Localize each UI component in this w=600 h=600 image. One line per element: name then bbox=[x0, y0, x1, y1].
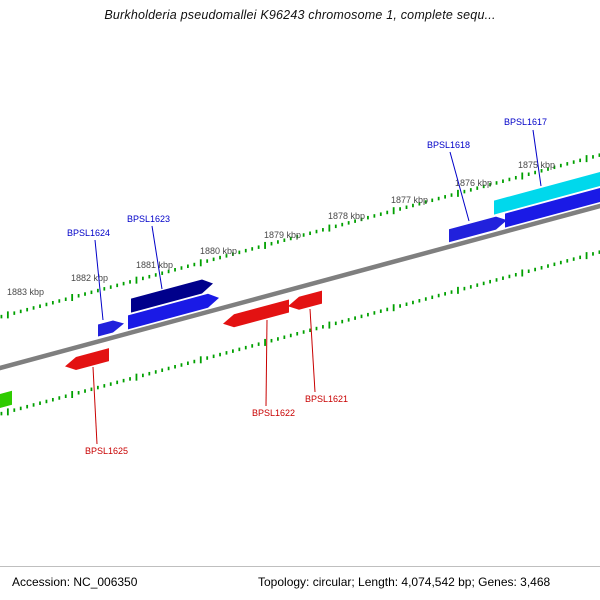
gene-arrow-BPSL1618[interactable] bbox=[449, 216, 507, 243]
accession-text: Accession: NC_006350 bbox=[12, 575, 138, 589]
gene-label-leader-BPSL1623 bbox=[151, 225, 163, 290]
gene-arrow-unlabeled[interactable] bbox=[505, 187, 600, 228]
gene-arrow-BPSL1621[interactable] bbox=[288, 290, 322, 310]
ruler-label: 1883 kbp bbox=[7, 287, 44, 297]
sequence-title: Burkholderia pseudomallei K96243 chromos… bbox=[104, 8, 496, 22]
ruler-label: 1877 kbp bbox=[391, 195, 428, 205]
gene-label-leader-BPSL1625 bbox=[92, 366, 98, 445]
gene-arrow-unlabeled[interactable] bbox=[128, 293, 219, 330]
gene-arrow-unlabeled[interactable] bbox=[0, 390, 12, 410]
gene-label-BPSL1617[interactable]: BPSL1617 bbox=[504, 117, 547, 127]
gene-arrow-BPSL1624[interactable] bbox=[98, 320, 124, 337]
gene-label-leader-BPSL1621 bbox=[309, 308, 316, 393]
topology-text: Topology: circular; Length: 4,074,542 bp… bbox=[258, 575, 551, 589]
ruler-label: 1878 kbp bbox=[328, 211, 365, 221]
status-bar: Accession: NC_006350 Topology: circular;… bbox=[0, 566, 600, 600]
ruler-label: 1876 kbp bbox=[455, 178, 492, 188]
gene-arrow-BPSL1617[interactable] bbox=[494, 171, 600, 215]
gene-label-BPSL1624[interactable]: BPSL1624 bbox=[67, 228, 110, 238]
gene-label-BPSL1623[interactable]: BPSL1623 bbox=[127, 214, 170, 224]
ruler-label: 1880 kbp bbox=[200, 246, 237, 256]
gene-arrow-BPSL1623[interactable] bbox=[131, 279, 213, 313]
gene-label-BPSL1621[interactable]: BPSL1621 bbox=[305, 394, 348, 404]
gene-label-leader-BPSL1618 bbox=[449, 151, 470, 222]
ruler-label: 1882 kbp bbox=[71, 273, 108, 283]
gene-arrow-BPSL1622[interactable] bbox=[223, 299, 289, 328]
gene-label-leader-BPSL1622 bbox=[265, 319, 268, 407]
gene-label-BPSL1622[interactable]: BPSL1622 bbox=[252, 408, 295, 418]
gene-label-BPSL1618[interactable]: BPSL1618 bbox=[427, 140, 470, 150]
chromosome-backbone bbox=[0, 203, 600, 371]
ruler-label: 1881 kbp bbox=[136, 260, 173, 270]
gene-label-BPSL1625[interactable]: BPSL1625 bbox=[85, 446, 128, 456]
gene-label-leader-BPSL1617 bbox=[532, 129, 542, 187]
ruler-label: 1879 kbp bbox=[264, 230, 301, 240]
ruler-label: 1875 kbp bbox=[518, 160, 555, 170]
gene-label-leader-BPSL1624 bbox=[94, 239, 104, 321]
gene-arrow-BPSL1625[interactable] bbox=[65, 348, 109, 370]
